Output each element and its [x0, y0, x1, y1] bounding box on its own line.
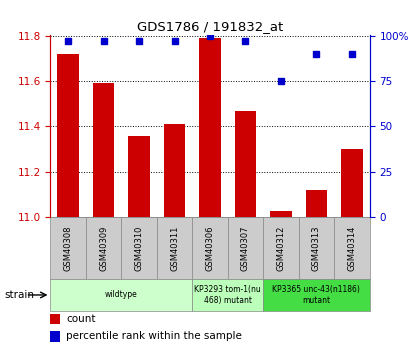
Text: KP3293 tom-1(nu
468) mutant: KP3293 tom-1(nu 468) mutant — [194, 285, 261, 305]
Bar — [306, 190, 327, 217]
Text: GSM40312: GSM40312 — [276, 226, 286, 271]
Bar — [299, 217, 334, 279]
Bar — [270, 210, 291, 217]
Text: GSM40310: GSM40310 — [134, 226, 144, 271]
Bar — [86, 217, 121, 279]
Bar — [50, 279, 192, 311]
Text: GSM40307: GSM40307 — [241, 226, 250, 271]
Bar — [164, 124, 185, 217]
Bar — [50, 217, 86, 279]
Bar — [228, 217, 263, 279]
Text: GSM40308: GSM40308 — [64, 226, 73, 271]
Text: strain: strain — [4, 290, 34, 300]
Text: GSM40314: GSM40314 — [347, 226, 356, 271]
Bar — [192, 217, 228, 279]
Title: GDS1786 / 191832_at: GDS1786 / 191832_at — [137, 20, 283, 33]
Bar — [192, 279, 263, 311]
Bar — [50, 331, 60, 342]
Bar — [341, 149, 362, 217]
Bar — [157, 217, 192, 279]
Text: percentile rank within the sample: percentile rank within the sample — [66, 332, 242, 341]
Text: GSM40313: GSM40313 — [312, 226, 321, 271]
Bar — [129, 136, 150, 217]
Bar — [334, 217, 370, 279]
Bar — [58, 54, 79, 217]
Text: GSM40309: GSM40309 — [99, 226, 108, 271]
Bar — [200, 38, 221, 217]
Text: KP3365 unc-43(n1186)
mutant: KP3365 unc-43(n1186) mutant — [273, 285, 360, 305]
Bar — [93, 83, 114, 217]
Text: GSM40311: GSM40311 — [170, 226, 179, 271]
Bar — [235, 111, 256, 217]
Bar — [50, 314, 60, 324]
Text: wildtype: wildtype — [105, 290, 138, 299]
Bar — [121, 217, 157, 279]
Bar — [263, 279, 370, 311]
Text: GSM40306: GSM40306 — [205, 226, 215, 271]
Text: count: count — [66, 314, 96, 324]
Bar — [263, 217, 299, 279]
